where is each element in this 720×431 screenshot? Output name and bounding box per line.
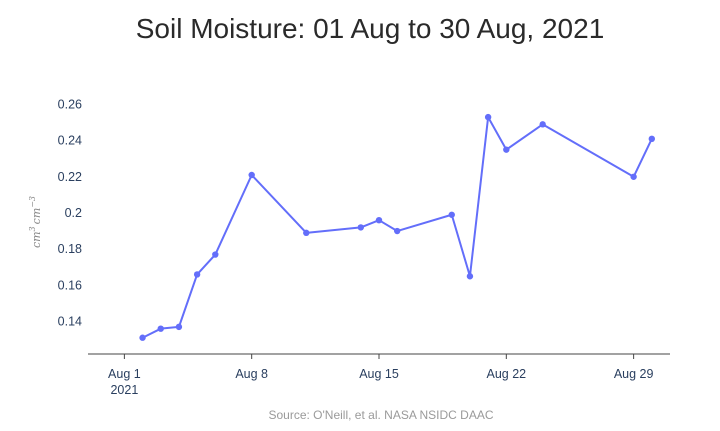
- data-point[interactable]: [503, 146, 509, 152]
- data-point[interactable]: [394, 228, 400, 234]
- chart-title: Soil Moisture: 01 Aug to 30 Aug, 2021: [136, 13, 605, 44]
- y-tick-label: 0.26: [58, 97, 82, 111]
- x-tick-label: Aug 1: [108, 367, 141, 381]
- data-point[interactable]: [158, 325, 164, 331]
- y-axis-label-exp-2: −3: [28, 196, 37, 208]
- data-point[interactable]: [376, 217, 382, 223]
- y-tick-label: 0.24: [58, 134, 82, 148]
- y-axis-label-unit-1: cm: [30, 231, 43, 248]
- x-tick-label: Aug 22: [487, 367, 527, 381]
- data-point[interactable]: [449, 212, 455, 218]
- x-tick-label: Aug 15: [359, 367, 399, 381]
- data-point[interactable]: [176, 324, 182, 330]
- data-point[interactable]: [212, 251, 218, 257]
- data-point[interactable]: [467, 273, 473, 279]
- y-tick-label: 0.14: [58, 314, 82, 328]
- y-axis-label-exp-1: 3: [28, 226, 37, 231]
- data-point[interactable]: [358, 224, 364, 230]
- data-point[interactable]: [649, 136, 655, 142]
- data-point[interactable]: [539, 121, 545, 127]
- data-point[interactable]: [485, 114, 491, 120]
- y-tick-label: 0.16: [58, 278, 82, 292]
- data-point[interactable]: [194, 271, 200, 277]
- data-point[interactable]: [139, 335, 145, 341]
- data-point[interactable]: [630, 174, 636, 180]
- y-tick-label: 0.2: [65, 206, 82, 220]
- data-point[interactable]: [303, 230, 309, 236]
- x-tick-label: Aug 8: [235, 367, 268, 381]
- x-tick-label: Aug 29: [614, 367, 654, 381]
- x-tick-year-label: 2021: [110, 383, 138, 397]
- y-tick-label: 0.22: [58, 170, 82, 184]
- y-tick-label: 0.18: [58, 242, 82, 256]
- y-axis-label-unit-2: cm: [30, 208, 43, 225]
- source-note: Source: O'Neill, et al. NASA NSIDC DAAC: [268, 408, 493, 422]
- data-point[interactable]: [248, 172, 254, 178]
